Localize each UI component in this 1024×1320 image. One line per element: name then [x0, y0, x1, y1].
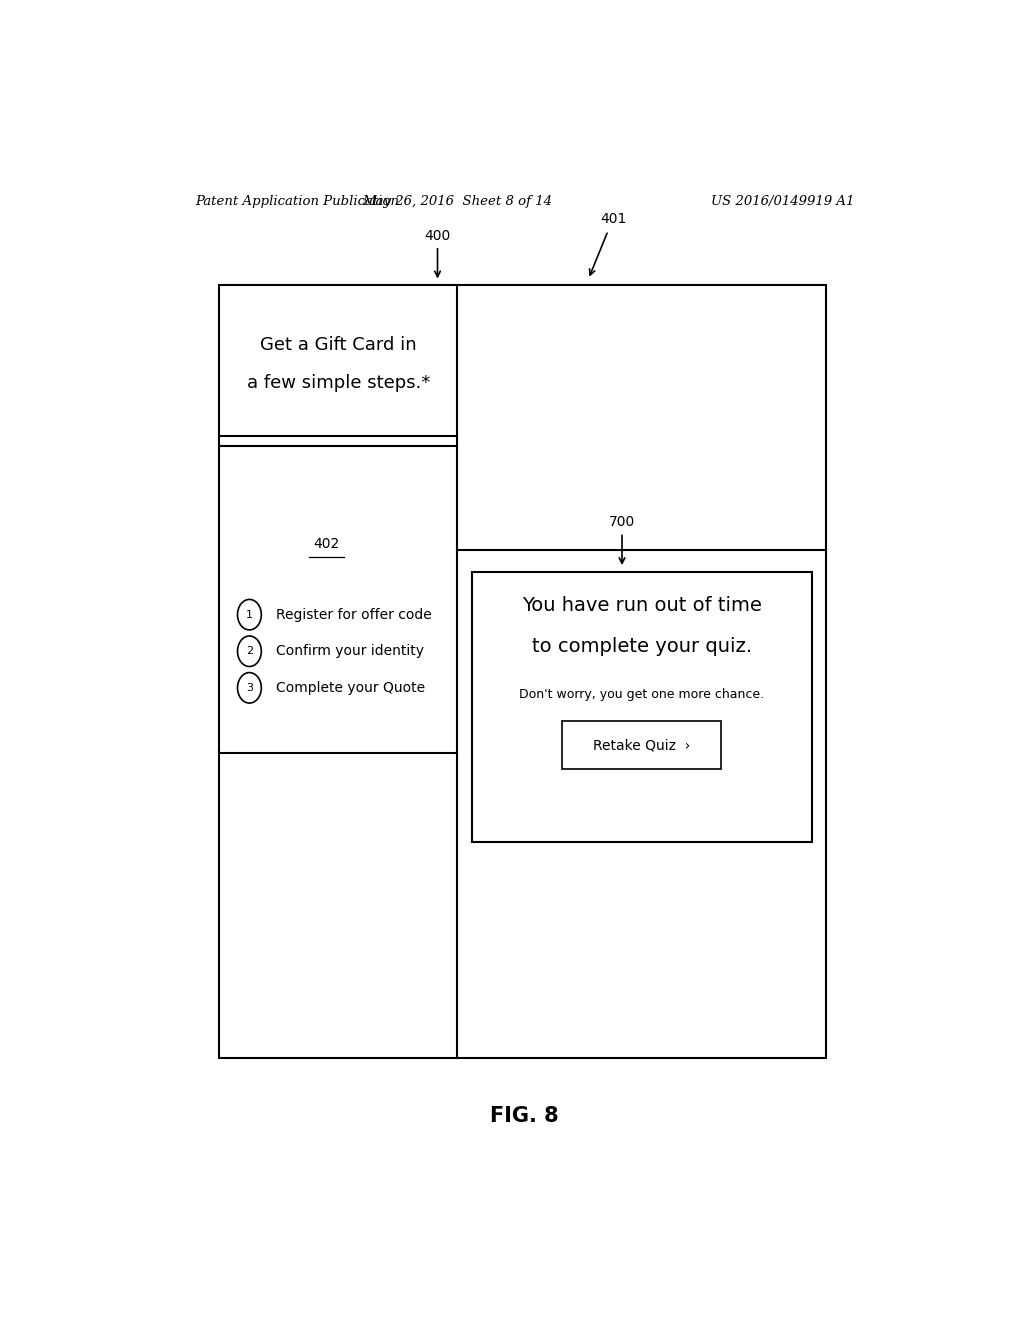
Text: Don't worry, you get one more chance.: Don't worry, you get one more chance.: [519, 688, 765, 701]
Text: 402: 402: [313, 536, 340, 550]
Text: Register for offer code: Register for offer code: [276, 607, 432, 622]
Text: Complete your Quote: Complete your Quote: [276, 681, 426, 694]
Text: 400: 400: [424, 228, 451, 243]
Bar: [562, 721, 721, 770]
Text: US 2016/0149919 A1: US 2016/0149919 A1: [711, 194, 854, 207]
Bar: [219, 285, 826, 1057]
Text: 700: 700: [609, 515, 635, 529]
Text: Confirm your identity: Confirm your identity: [276, 644, 424, 659]
Text: to complete your quiz.: to complete your quiz.: [531, 636, 752, 656]
Text: a few simple steps.*: a few simple steps.*: [247, 374, 430, 392]
Text: You have run out of time: You have run out of time: [522, 597, 762, 615]
Text: 1: 1: [246, 610, 253, 619]
Text: 401: 401: [600, 213, 627, 227]
Text: 2: 2: [246, 647, 253, 656]
Text: Retake Quiz  ›: Retake Quiz ›: [593, 738, 690, 752]
Text: FIG. 8: FIG. 8: [490, 1106, 559, 1126]
Text: Get a Gift Card in: Get a Gift Card in: [260, 337, 417, 354]
Bar: [472, 572, 812, 842]
Text: Patent Application Publication: Patent Application Publication: [196, 194, 399, 207]
Text: 3: 3: [246, 682, 253, 693]
Text: May 26, 2016  Sheet 8 of 14: May 26, 2016 Sheet 8 of 14: [362, 194, 552, 207]
